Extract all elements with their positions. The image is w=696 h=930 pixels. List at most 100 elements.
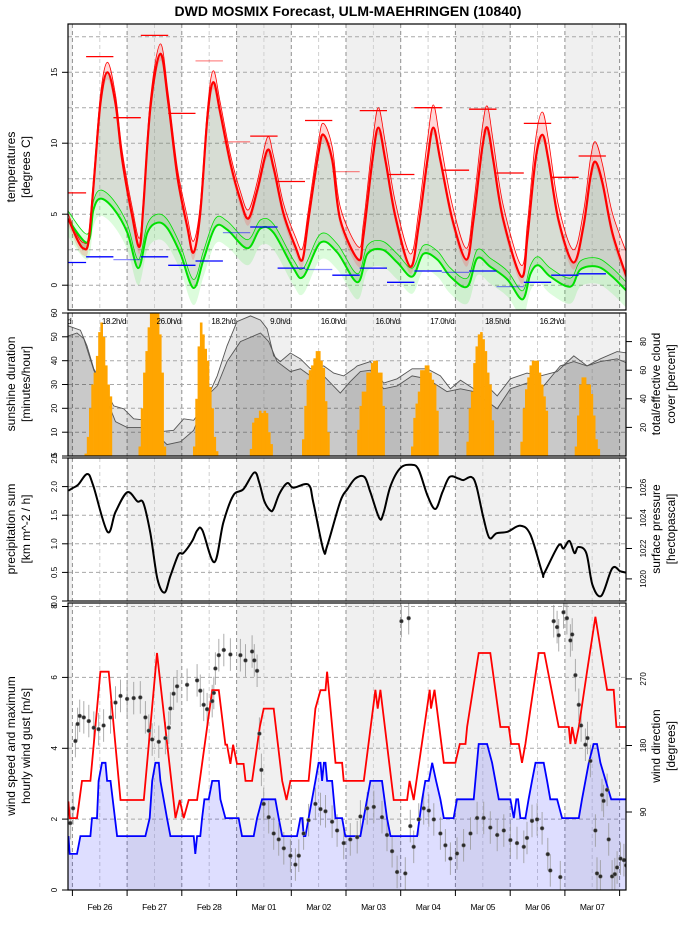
axis-title-temperature: temperatures [degrees C] [4, 132, 33, 203]
wind-direction-point [75, 721, 80, 727]
sunshine-bar [475, 346, 479, 456]
daily-sunshine-label: 26.0h/d [157, 317, 181, 326]
pressure-line [68, 463, 626, 598]
sunshine-bar [413, 417, 416, 456]
y-tick-label: 50 [50, 332, 59, 341]
x-tick-label: Mar 07 [580, 902, 605, 912]
plot-area [68, 24, 626, 310]
daily-sunshine-label: 9.0h/d [270, 317, 290, 326]
axis-title-line: total/effective cloud [649, 333, 663, 436]
wind-direction-point [252, 658, 257, 663]
sunshine-bar [592, 415, 596, 456]
axis-title-line: precipitation sum [4, 484, 18, 575]
wind-direction-point [468, 831, 473, 836]
wind-direction-point [612, 871, 617, 877]
wind-direction-point [249, 649, 255, 654]
dewpoint-line [68, 197, 626, 301]
sunshine-bar [86, 436, 90, 456]
sunshine-bar [206, 360, 210, 456]
wind-direction-point [257, 731, 262, 736]
y-tick-label: 15 [50, 67, 59, 76]
wind-direction-point [259, 767, 264, 773]
sunshine-bar [313, 358, 316, 456]
wind-direction-point [101, 723, 106, 728]
wind-direction-point [355, 834, 360, 840]
sunshine-bar [431, 379, 435, 456]
x-tick-label: Mar 04 [416, 902, 441, 912]
wind-direction-point [276, 837, 281, 842]
sunshine-bar [411, 446, 414, 456]
panel-temperature: 0 5 10 15 [50, 23, 627, 311]
daily-sunshine-label: 18.2h/d [211, 317, 235, 326]
wind-direction-point [210, 698, 215, 704]
wind-direction-point [163, 735, 168, 741]
wind-direction-point [70, 806, 76, 811]
wind-direction-point [228, 652, 233, 657]
wind-direction-point [96, 726, 101, 732]
y-tick-label: 2 [50, 816, 59, 821]
wind-direction-point [174, 684, 180, 689]
wind-direction-point [201, 702, 206, 707]
sunshine-bar [436, 410, 439, 456]
wind-direction-point [443, 843, 448, 848]
wind-direction-point [514, 840, 520, 846]
axis-title-line: wind direction [649, 709, 663, 783]
y-tick-label: 6 [50, 675, 59, 680]
sunshine-bar [261, 413, 264, 456]
sunshine-bar [491, 420, 495, 456]
wind-gust-line [68, 616, 626, 819]
sunshine-bar [204, 348, 207, 456]
x-tick-label: Mar 05 [470, 902, 495, 912]
wind-direction-point [411, 844, 416, 849]
wind-direction-point [389, 848, 395, 854]
sunshine-bar [477, 334, 481, 456]
axis-title-line: [degrees C] [19, 136, 33, 198]
sunshine-bar [199, 322, 203, 456]
sunshine-bar [486, 372, 490, 456]
sunshine-bar [322, 367, 326, 456]
wind-direction-point [243, 658, 248, 663]
panel-wind: 0 2 4 6 8 90 180 270 [50, 602, 648, 892]
sunshine-bar [586, 384, 589, 456]
y-right-tick-label: 60 [639, 365, 648, 374]
sunshine-bar [366, 372, 369, 456]
sunshine-bar [597, 448, 601, 456]
wind-direction-point [601, 798, 606, 804]
sunshine-bar [213, 436, 217, 456]
sunshine-bar [107, 384, 110, 456]
wind-direction-point [481, 815, 486, 821]
sunshine-bar [536, 360, 539, 456]
sunshine-bar [380, 372, 383, 456]
wind-direction-point [166, 725, 172, 730]
sunshine-bar [581, 377, 585, 456]
wind-direction-point [379, 814, 385, 820]
y-right-tick-label: 90 [639, 807, 648, 816]
wind-direction-point [261, 801, 266, 807]
sunshine-bar [433, 384, 437, 456]
wind-direction-point [594, 871, 600, 876]
sunshine-bar [193, 446, 196, 456]
sunshine-bar [161, 372, 164, 456]
wind-direction-point [77, 713, 82, 719]
wind-direction-point [568, 638, 573, 643]
wind-direction-point [448, 856, 453, 861]
sunshine-bar [534, 360, 537, 456]
sunshine-bar [315, 351, 319, 456]
daily-sunshine-label: d [67, 317, 71, 326]
sunshine-bar [84, 453, 88, 456]
sunshine-bar [522, 408, 526, 456]
wind-direction-point [416, 817, 421, 822]
sunshine-bar [361, 391, 365, 456]
wind-direction-point [583, 742, 588, 747]
y-tick-label: 30 [50, 380, 59, 389]
wind-direction-point [198, 688, 203, 693]
y-right-tick-label: 270 [639, 672, 648, 686]
wind-direction-point [488, 825, 493, 830]
wind-direction-point [408, 823, 413, 829]
sunshine-bar [254, 417, 257, 456]
wind-direction-point [529, 818, 535, 824]
axis-title-line: temperatures [4, 132, 18, 203]
daily-sunshine-label: 16.2h/d [540, 317, 564, 326]
y-tick-label: 10 [50, 427, 59, 436]
x-tick-label: Mar 06 [525, 902, 550, 912]
